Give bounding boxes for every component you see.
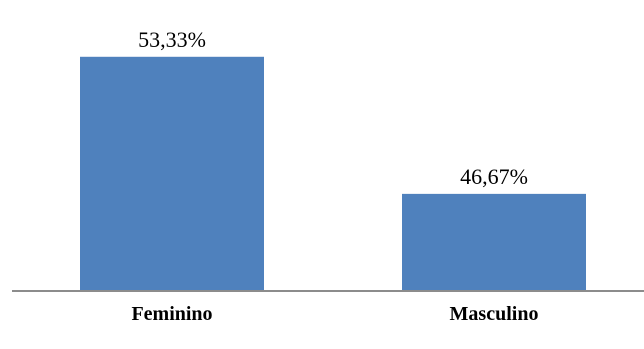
data-labels-group: 53,33% 46,67% <box>138 27 528 189</box>
bars-group <box>80 56 586 290</box>
category-label-masculino: Masculino <box>450 303 539 325</box>
category-label-feminino: Feminino <box>131 303 212 325</box>
bar-masculino <box>402 193 586 290</box>
data-label-masculino: 46,67% <box>460 164 528 189</box>
bar-feminino <box>80 56 264 290</box>
data-label-feminino: 53,33% <box>138 27 206 52</box>
category-labels-group: Feminino Masculino <box>131 303 538 325</box>
